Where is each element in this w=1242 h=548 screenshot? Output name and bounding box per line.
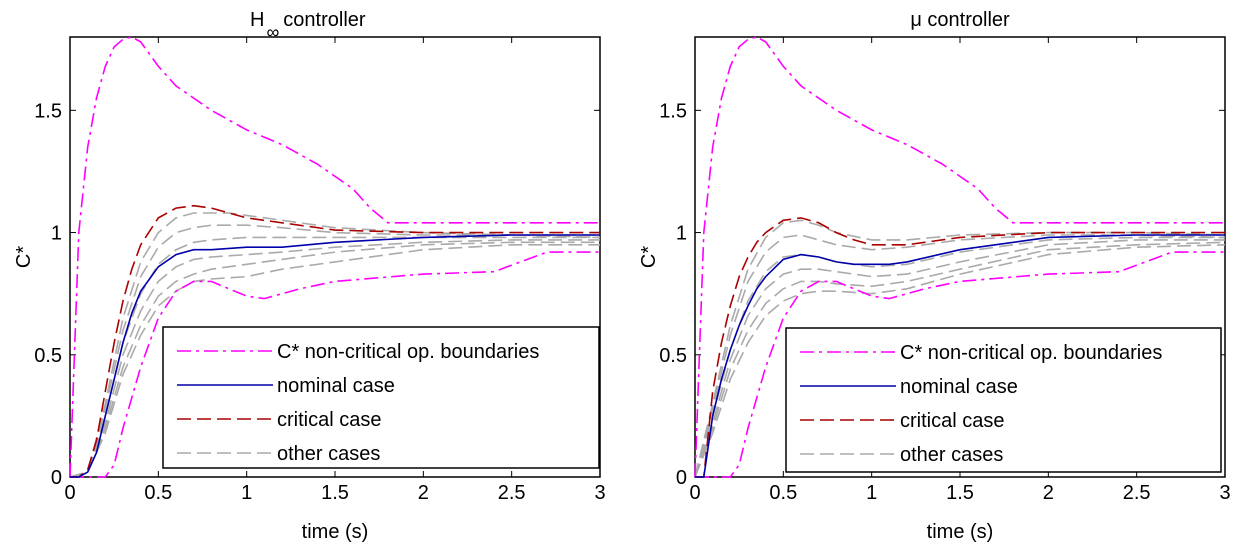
- x-tick-label: 2: [418, 482, 429, 504]
- x-tick-label: 2: [1043, 482, 1054, 504]
- series-line-other: [69, 241, 600, 478]
- y-tick-label: 0: [676, 467, 687, 489]
- y-tick-label: 1.5: [659, 100, 687, 122]
- y-tick-label: 0: [51, 467, 62, 489]
- y-tick-label: 1.5: [34, 100, 62, 122]
- chart-title: H∞controller: [250, 9, 366, 42]
- x-tick-label: 0: [689, 482, 700, 504]
- chart-h-infinity: H∞controller time (s) C* 0 0.5 1 1.5 2 2.5 300…: [13, 9, 606, 543]
- y-tick-label: 0.5: [34, 345, 62, 367]
- x-tick-label: 0.5: [769, 482, 797, 504]
- legend-label: critical case: [277, 409, 381, 431]
- title-main: H: [250, 9, 264, 31]
- legend-label: critical case: [900, 410, 1004, 432]
- legend: C* non-critical op. boundaries nominal ca…: [162, 326, 600, 469]
- series-line-boundary-upper: [69, 36, 600, 478]
- series-line-nominal: [695, 234, 1225, 478]
- series-line-boundary-lower: [695, 251, 1225, 478]
- series-line-other: [69, 212, 600, 478]
- x-tick-label: 3: [1219, 482, 1230, 504]
- x-tick-label: 2.5: [1123, 482, 1151, 504]
- x-axis-label: time (s): [302, 521, 369, 543]
- x-tick-label: 3: [594, 482, 605, 504]
- axis-ticks: 0 0.5 1 1.5 2 2.5 3 0 0.5 1 1.5: [659, 37, 1231, 504]
- x-tick-label: 1.5: [946, 482, 974, 504]
- series-line-other: [694, 244, 1226, 478]
- x-tick-label: 2.5: [498, 482, 526, 504]
- series-line-critical: [695, 217, 1225, 478]
- y-tick-label: 1: [676, 223, 687, 245]
- legend-label: other cases: [277, 443, 380, 465]
- series-line-other: [694, 234, 1226, 478]
- axis-ticks: 0 0.5 1 1.5 2 2.5 3 0 0.5 1 1.5: [34, 37, 606, 504]
- legend-label: other cases: [900, 444, 1003, 466]
- x-tick-label: 1: [866, 482, 877, 504]
- x-tick-label: 0.5: [144, 482, 172, 504]
- y-axis-label: C*: [638, 246, 660, 268]
- series-line-other: [694, 239, 1225, 478]
- plot-lines: [694, 36, 1226, 478]
- x-tick-label: 0: [64, 482, 75, 504]
- x-axis-label: time (s): [927, 521, 994, 543]
- legend-label: C* non-critical op. boundaries: [900, 342, 1162, 364]
- chart-title: μ controller: [910, 9, 1010, 31]
- series-line-other: [69, 239, 600, 478]
- legend: C* non-critical op. boundaries nominal ca…: [785, 327, 1222, 473]
- legend-items: C* non-critical op. boundaries nominal ca…: [177, 341, 539, 465]
- y-tick-label: 0.5: [659, 345, 687, 367]
- chart-mu: μ controller time (s) C* 0 0.5 1 1.5 2 2.5 300…: [638, 9, 1231, 543]
- series-line-nominal: [70, 234, 600, 478]
- x-tick-label: 1.5: [321, 482, 349, 504]
- y-tick-label: 1: [51, 223, 62, 245]
- x-tick-label: 1: [241, 482, 252, 504]
- series-line-other: [69, 224, 601, 478]
- series-line-boundary-lower: [70, 251, 600, 478]
- plot-lines: [69, 36, 601, 478]
- title-sub: ∞: [266, 22, 279, 42]
- legend-items: C* non-critical op. boundaries nominal ca…: [800, 342, 1162, 466]
- title-rest: controller: [283, 9, 366, 31]
- legend-label: nominal case: [900, 376, 1018, 398]
- legend-label: nominal case: [277, 375, 395, 397]
- legend-label: C* non-critical op. boundaries: [277, 341, 539, 363]
- series-line-boundary-upper: [694, 36, 1225, 478]
- y-axis-label: C*: [13, 246, 35, 268]
